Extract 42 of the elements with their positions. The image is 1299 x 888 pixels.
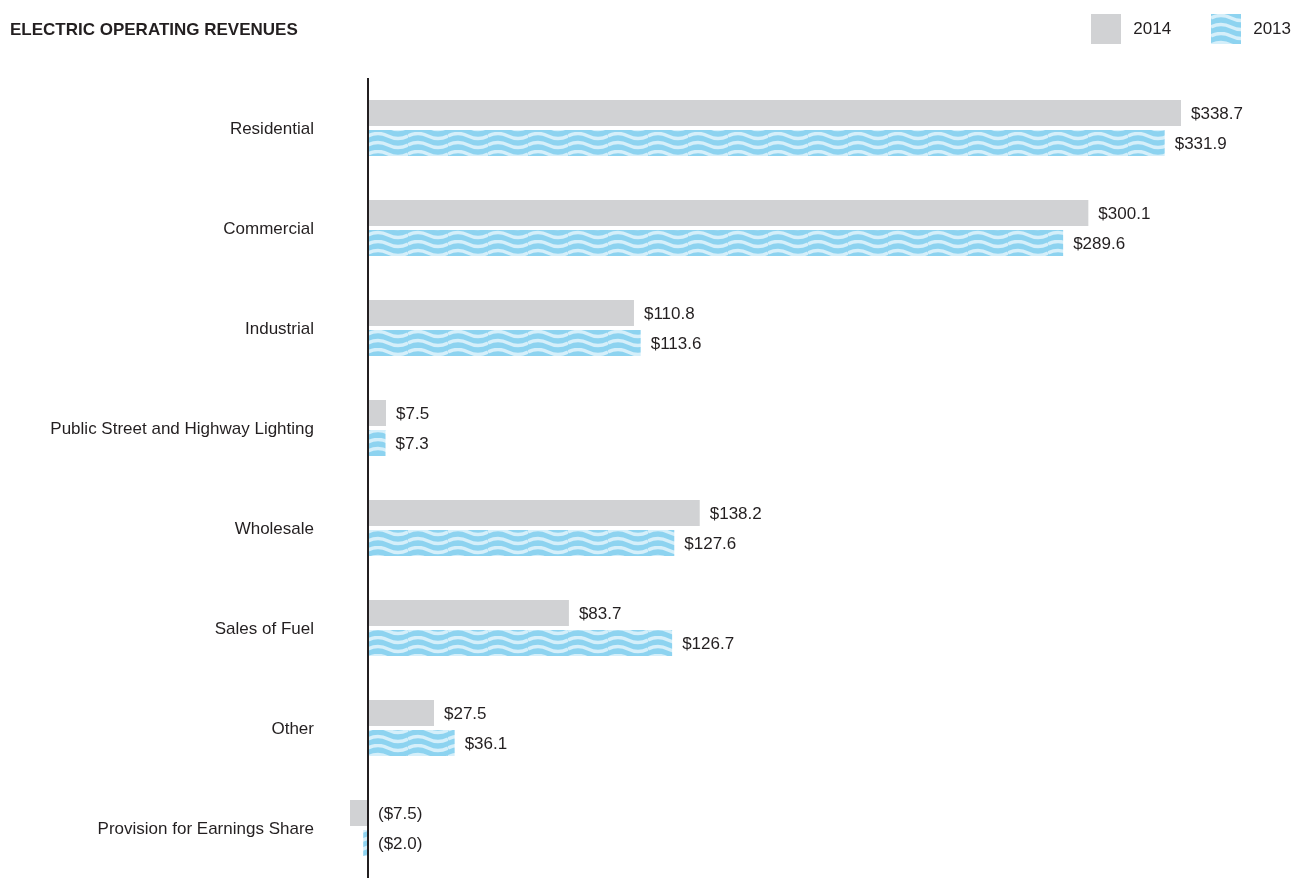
data-label: $7.5 [396,403,430,423]
legend-label: 2013 [1253,19,1291,39]
y-tick-label: Residential [229,119,314,139]
data-label: $7.3 [395,433,429,453]
y-tick-label: Sales of Fuel [214,619,314,639]
bar [368,630,673,656]
bar [368,430,386,456]
y-tick-label: Public Street and Highway Lighting [50,419,314,439]
y-tick-label: Provision for Earnings Share [97,819,314,839]
data-label: $289.6 [1073,233,1126,253]
data-label: $138.2 [709,503,762,523]
legend-label: 2014 [1133,19,1172,39]
bar [368,500,700,526]
data-label: $331.9 [1174,133,1227,153]
bar [368,100,1181,126]
bar [368,730,455,756]
bar [368,400,387,426]
data-label: $36.1 [464,733,508,753]
bar [368,130,1165,156]
text: ELECTRIC OPERATING REVENUES [10,20,298,40]
data-label: $127.6 [684,533,737,553]
bar [368,200,1089,226]
data-label: $300.1 [1098,203,1151,223]
bar [368,330,641,356]
data-label: $83.7 [578,603,622,623]
bar [368,600,569,626]
data-label: $338.7 [1191,103,1243,123]
bar [368,530,675,556]
y-tick-label: Wholesale [234,519,314,539]
data-label: $110.8 [643,303,695,323]
bar [368,300,634,326]
data-label: $126.7 [682,633,735,653]
bar [368,230,1064,256]
bar [368,700,435,726]
data-label: $113.6 [650,333,702,353]
data-label: ($2.0) [378,833,423,853]
data-label: $27.5 [444,703,487,723]
y-tick-label: Commercial [223,219,314,239]
bar [350,800,368,826]
data-label: ($7.5) [378,803,423,823]
y-tick-label: Industrial [245,319,314,339]
y-tick-label: Other [271,719,315,739]
